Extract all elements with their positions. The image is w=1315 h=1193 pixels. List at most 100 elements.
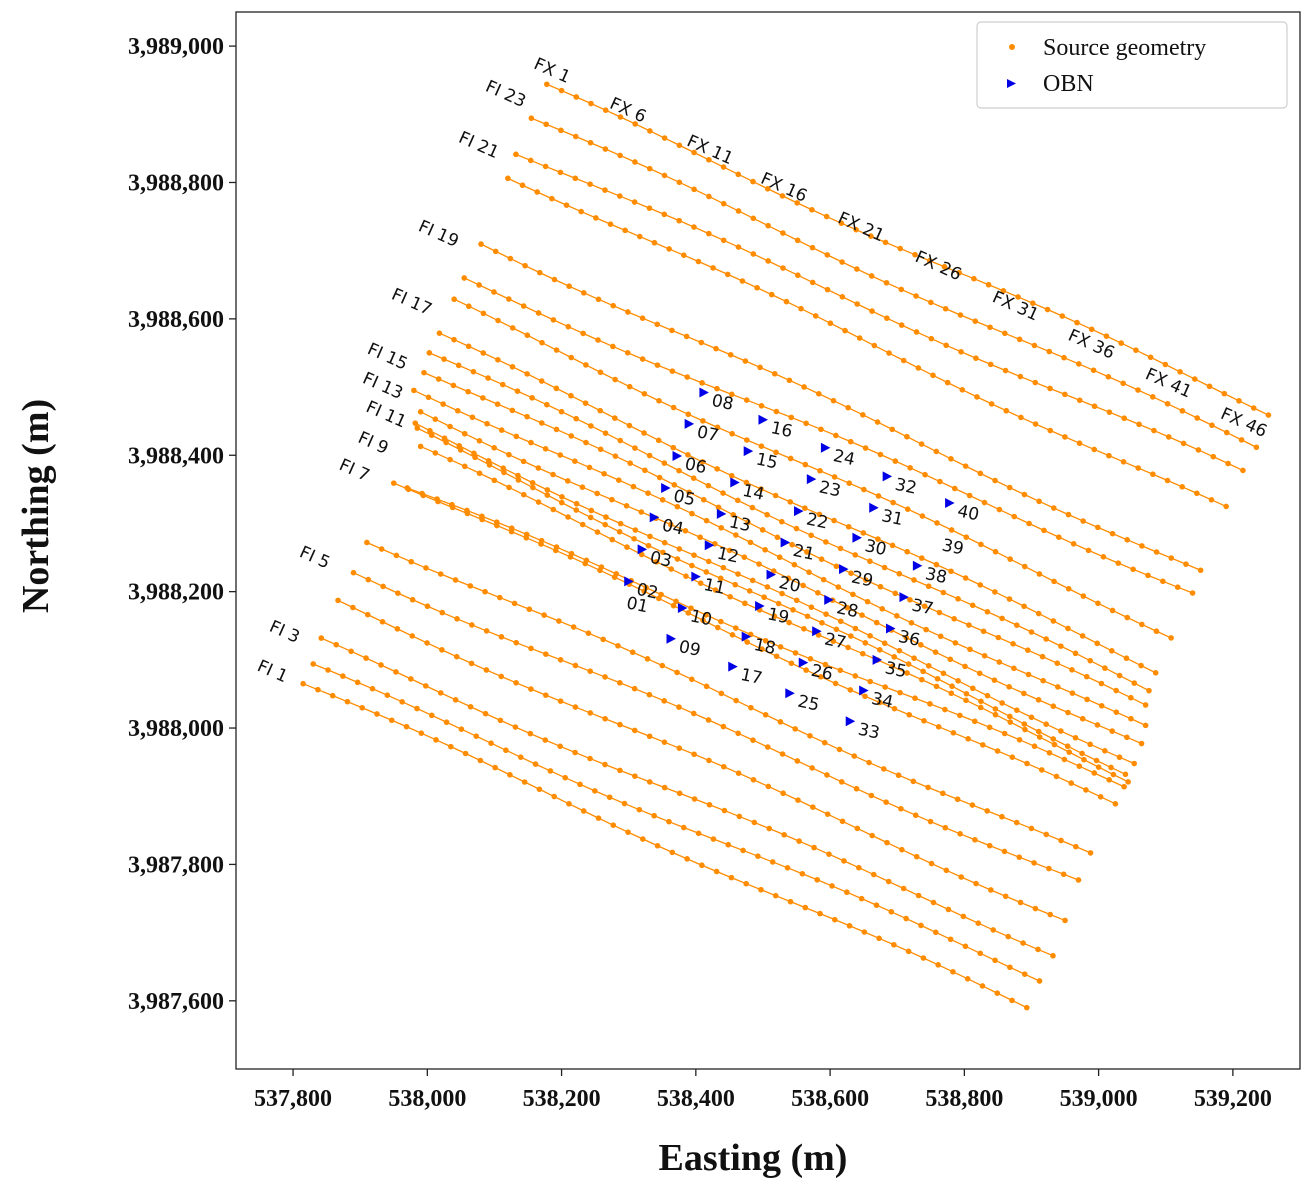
source-point [925, 662, 932, 669]
source-point [999, 700, 1005, 706]
source-point [453, 653, 460, 660]
source-point [409, 596, 416, 603]
source-point [506, 451, 512, 458]
source-point [436, 330, 443, 336]
source-point [1007, 719, 1014, 725]
source-point [1036, 734, 1043, 740]
source-point [1124, 537, 1131, 543]
source-point [890, 499, 896, 506]
source-point [470, 368, 477, 375]
source-point [365, 576, 372, 583]
source-point [991, 677, 998, 683]
obn-marker [637, 544, 648, 555]
source-point [764, 744, 771, 750]
source-point [706, 156, 712, 163]
source-point [856, 335, 863, 341]
source-point [720, 490, 726, 496]
source-point [624, 544, 630, 550]
source-point [515, 472, 521, 479]
source-point [830, 638, 837, 645]
source-point [918, 922, 924, 929]
source-point [595, 296, 602, 303]
source-point [631, 535, 637, 542]
source-point [538, 378, 545, 384]
source-point [519, 182, 526, 189]
source-point [925, 583, 932, 590]
source-point [568, 550, 575, 557]
source-point [876, 699, 883, 706]
source-point [833, 563, 840, 570]
source-point [787, 499, 794, 505]
source-point [971, 275, 977, 282]
source-point [1069, 667, 1075, 673]
source-point [1151, 427, 1157, 434]
source-point [992, 548, 999, 555]
source-point [771, 370, 778, 377]
source-point [691, 224, 697, 230]
source-point [412, 420, 419, 426]
source-point [691, 796, 698, 802]
source-point [350, 604, 356, 611]
source-point [1120, 459, 1127, 465]
obn-node: 26 [798, 657, 835, 685]
source-point [1032, 905, 1039, 912]
obn-label: 25 [796, 692, 821, 716]
source-point [612, 415, 618, 421]
source-point [1028, 825, 1035, 832]
source-point [729, 632, 736, 638]
source-point [418, 730, 425, 736]
source-point [1060, 871, 1067, 878]
source-point [544, 487, 551, 493]
source-point [720, 763, 727, 770]
source-point [625, 829, 631, 835]
source-point [889, 542, 896, 549]
source-point [520, 491, 527, 498]
source-point [527, 157, 534, 164]
obn-marker [661, 482, 671, 493]
source-point [1061, 756, 1068, 763]
source-point [686, 489, 692, 496]
source-point [743, 880, 749, 887]
source-point [718, 690, 725, 697]
source-point [695, 830, 702, 837]
source-point [1091, 403, 1098, 410]
source-point [1022, 726, 1028, 733]
source-point [831, 916, 838, 923]
source-point [932, 929, 939, 936]
source-point [428, 432, 435, 439]
source-point [977, 950, 984, 957]
source-point [458, 726, 465, 732]
source-point [1153, 549, 1160, 555]
source-point [1011, 513, 1018, 520]
source-point [638, 509, 645, 515]
source-point [852, 552, 859, 558]
source-point [831, 474, 838, 480]
source-point [513, 639, 520, 646]
source-point [1135, 465, 1142, 471]
source-point [1062, 434, 1068, 440]
source-point [787, 898, 794, 905]
source-point [981, 652, 988, 659]
source-point [1039, 653, 1046, 660]
source-point [899, 846, 905, 853]
source-point [868, 233, 874, 239]
source-point [1032, 421, 1039, 427]
source-point [808, 532, 814, 539]
source-point [963, 697, 969, 704]
source-point [1050, 703, 1057, 710]
source-point [344, 698, 351, 705]
source-point [703, 612, 709, 618]
source-point [579, 484, 586, 491]
source-point [724, 271, 731, 278]
source-point [542, 163, 549, 170]
source-point [768, 291, 775, 298]
source-point [1036, 571, 1043, 577]
source-point [882, 239, 889, 246]
source-point [1072, 843, 1079, 850]
source-point [962, 663, 968, 670]
source-point [639, 356, 646, 362]
source-point [572, 749, 578, 756]
source-point [804, 549, 810, 555]
source-point [891, 705, 898, 712]
source-point [1051, 741, 1058, 748]
